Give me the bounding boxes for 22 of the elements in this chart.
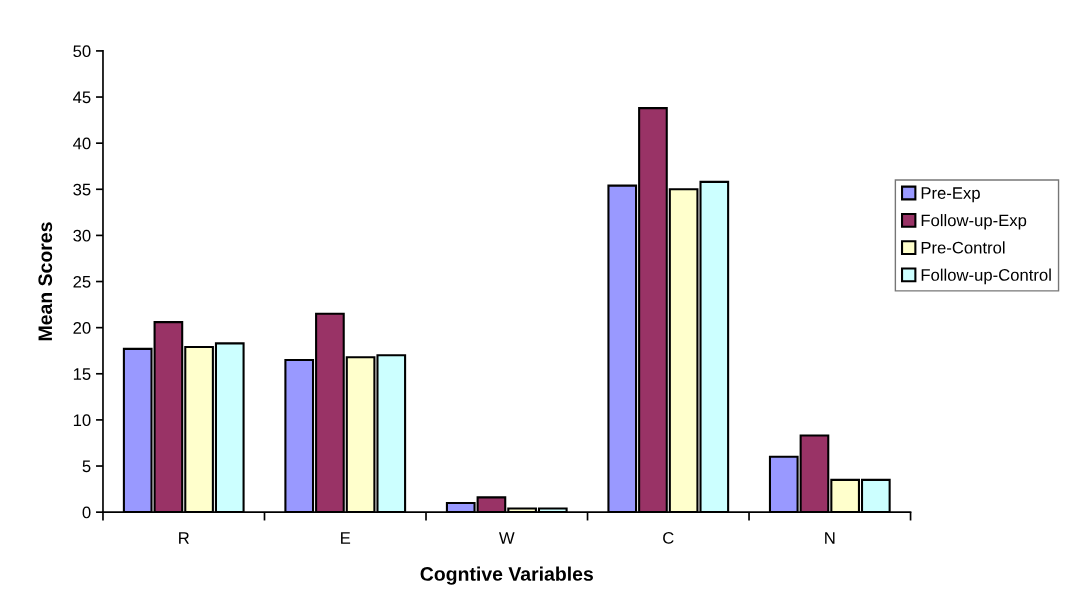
x-tick-label: W [498,532,515,544]
y-tick-label: 35 [73,183,91,196]
y-tick-label: 5 [82,460,91,473]
y-tick-label: 15 [73,368,91,380]
legend-label: Follow-up-Exp [921,214,1027,230]
x-tick-label: R [179,532,189,544]
x-axis-title: Cogntive Variables [420,566,593,585]
y-tick-label: 25 [73,275,91,288]
y-axis-title: Mean Scores [38,222,53,341]
y-tick-label: 40 [73,137,91,150]
legend-label: Pre-Control [921,241,1005,254]
y-tick-label: 0 [82,506,91,519]
y-tick-label: 50 [73,45,91,58]
legend-label: Pre-Exp [921,187,980,203]
y-tick-label: 45 [73,91,91,104]
x-tick-label: N [825,532,835,544]
y-tick-label: 10 [73,414,91,427]
x-tick-label: C [663,532,674,544]
y-tick-label: 30 [73,229,91,242]
x-tick-label: E [341,532,351,544]
y-tick-label: 20 [73,322,91,334]
legend-label: Follow-up-Control [921,268,1051,285]
